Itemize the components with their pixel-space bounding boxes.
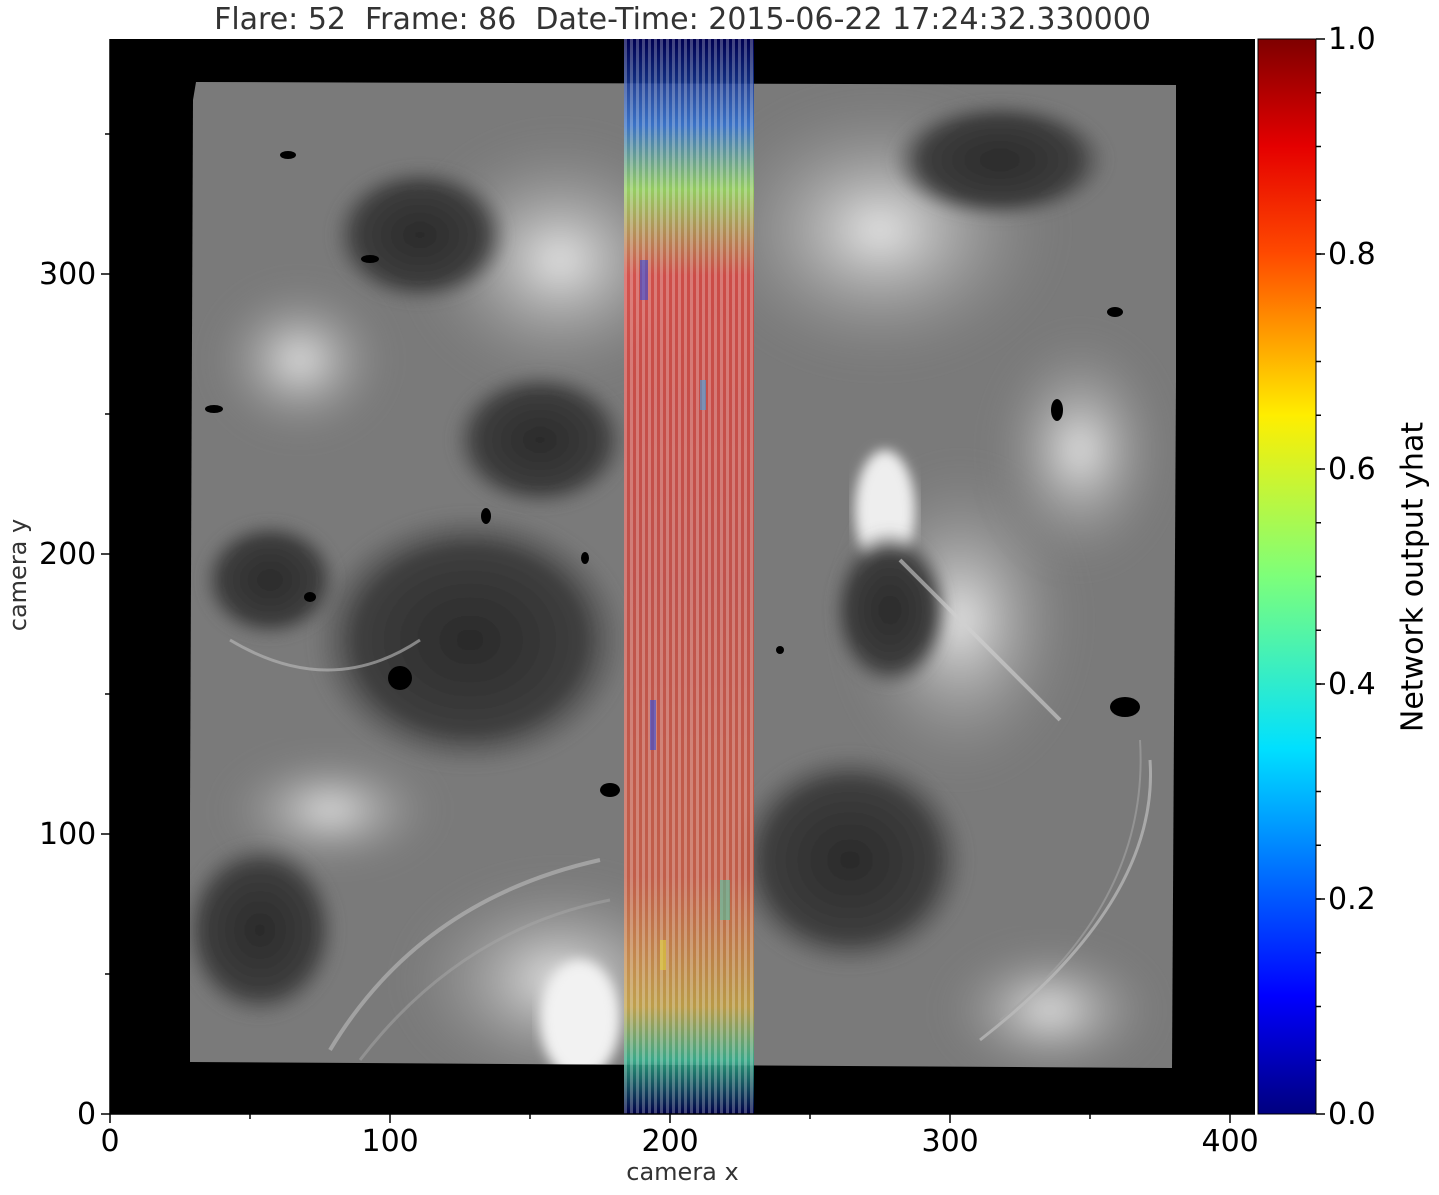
y-tick-label: 100 (39, 816, 97, 852)
colorbar-tick-label: 0.6 (1328, 451, 1376, 487)
y-tick-label: 200 (39, 536, 97, 572)
x-tick-label: 100 (361, 1124, 419, 1159)
y-tick-label: 300 (39, 256, 97, 292)
x-axis-label: camera x (626, 1158, 739, 1186)
colorbar-tick-label: 0.2 (1328, 881, 1376, 917)
y-axis-ticks (101, 133, 110, 1115)
y-axis-label: camera y (4, 518, 32, 632)
colorbar (1257, 38, 1317, 1115)
colorbar-label: Network output yhat (1395, 421, 1431, 733)
network-output-overlay (624, 39, 754, 1114)
x-tick-label: 300 (921, 1124, 979, 1159)
colorbar-tick-label: 0.8 (1328, 236, 1376, 272)
colorbar-tick-label: 0.4 (1328, 666, 1376, 702)
x-tick-label: 400 (1201, 1124, 1259, 1159)
x-axis-ticks (109, 1114, 1231, 1123)
plot-title: Flare: 52 Frame: 86 Date-Time: 2015-06-2… (214, 2, 1151, 37)
colorbar-ticks (1316, 38, 1325, 1115)
x-tick-label: 200 (641, 1124, 699, 1159)
y-tick-label: 0 (77, 1096, 97, 1132)
solar-image (190, 39, 1176, 1114)
x-tick-label: 0 (100, 1124, 120, 1159)
colorbar-tick-label: 1.0 (1328, 21, 1376, 57)
colorbar-tick-label: 0.0 (1328, 1096, 1376, 1132)
